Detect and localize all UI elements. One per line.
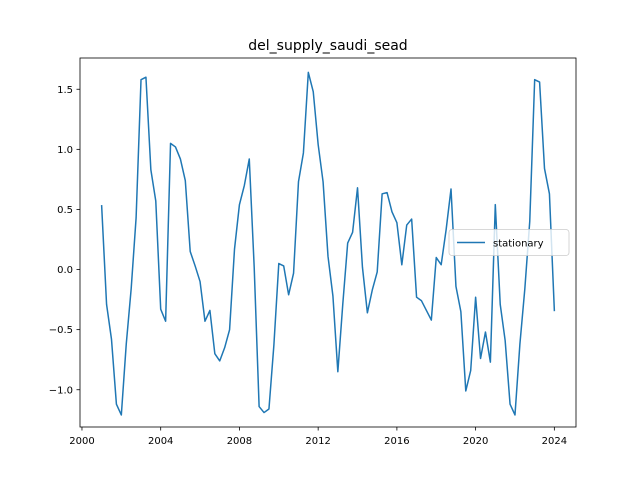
series-line-0 <box>100 71 556 416</box>
y-tick-label: 0.5 <box>57 205 73 216</box>
legend-box <box>448 229 570 256</box>
plot-area <box>100 71 556 416</box>
axes: 2000 2004 2008 2012 2016 2020 2024 −1.0 −0.5 0.0 0… <box>49 57 577 447</box>
y-tick-label: 1.5 <box>57 85 73 96</box>
y-tick-label: −1.0 <box>49 385 73 396</box>
legend-label: stationary <box>493 238 544 249</box>
x-tick-label: 2008 <box>227 436 252 447</box>
x-tick-label: 2012 <box>305 436 330 447</box>
y-tick-label: 0.0 <box>57 265 73 276</box>
x-tick-label: 2000 <box>69 436 94 447</box>
x-tick-label: 2020 <box>463 436 488 447</box>
chart-title: del_supply_saudi_sead <box>248 38 407 54</box>
x-tick-label: 2024 <box>542 436 567 447</box>
y-tick-label: 1.0 <box>57 145 73 156</box>
legend: stationary <box>448 229 570 256</box>
x-tick-label: 2016 <box>384 436 409 447</box>
x-tick-label: 2004 <box>148 436 173 447</box>
y-tick-label: −0.5 <box>49 325 73 336</box>
axes-frame <box>79 57 577 428</box>
